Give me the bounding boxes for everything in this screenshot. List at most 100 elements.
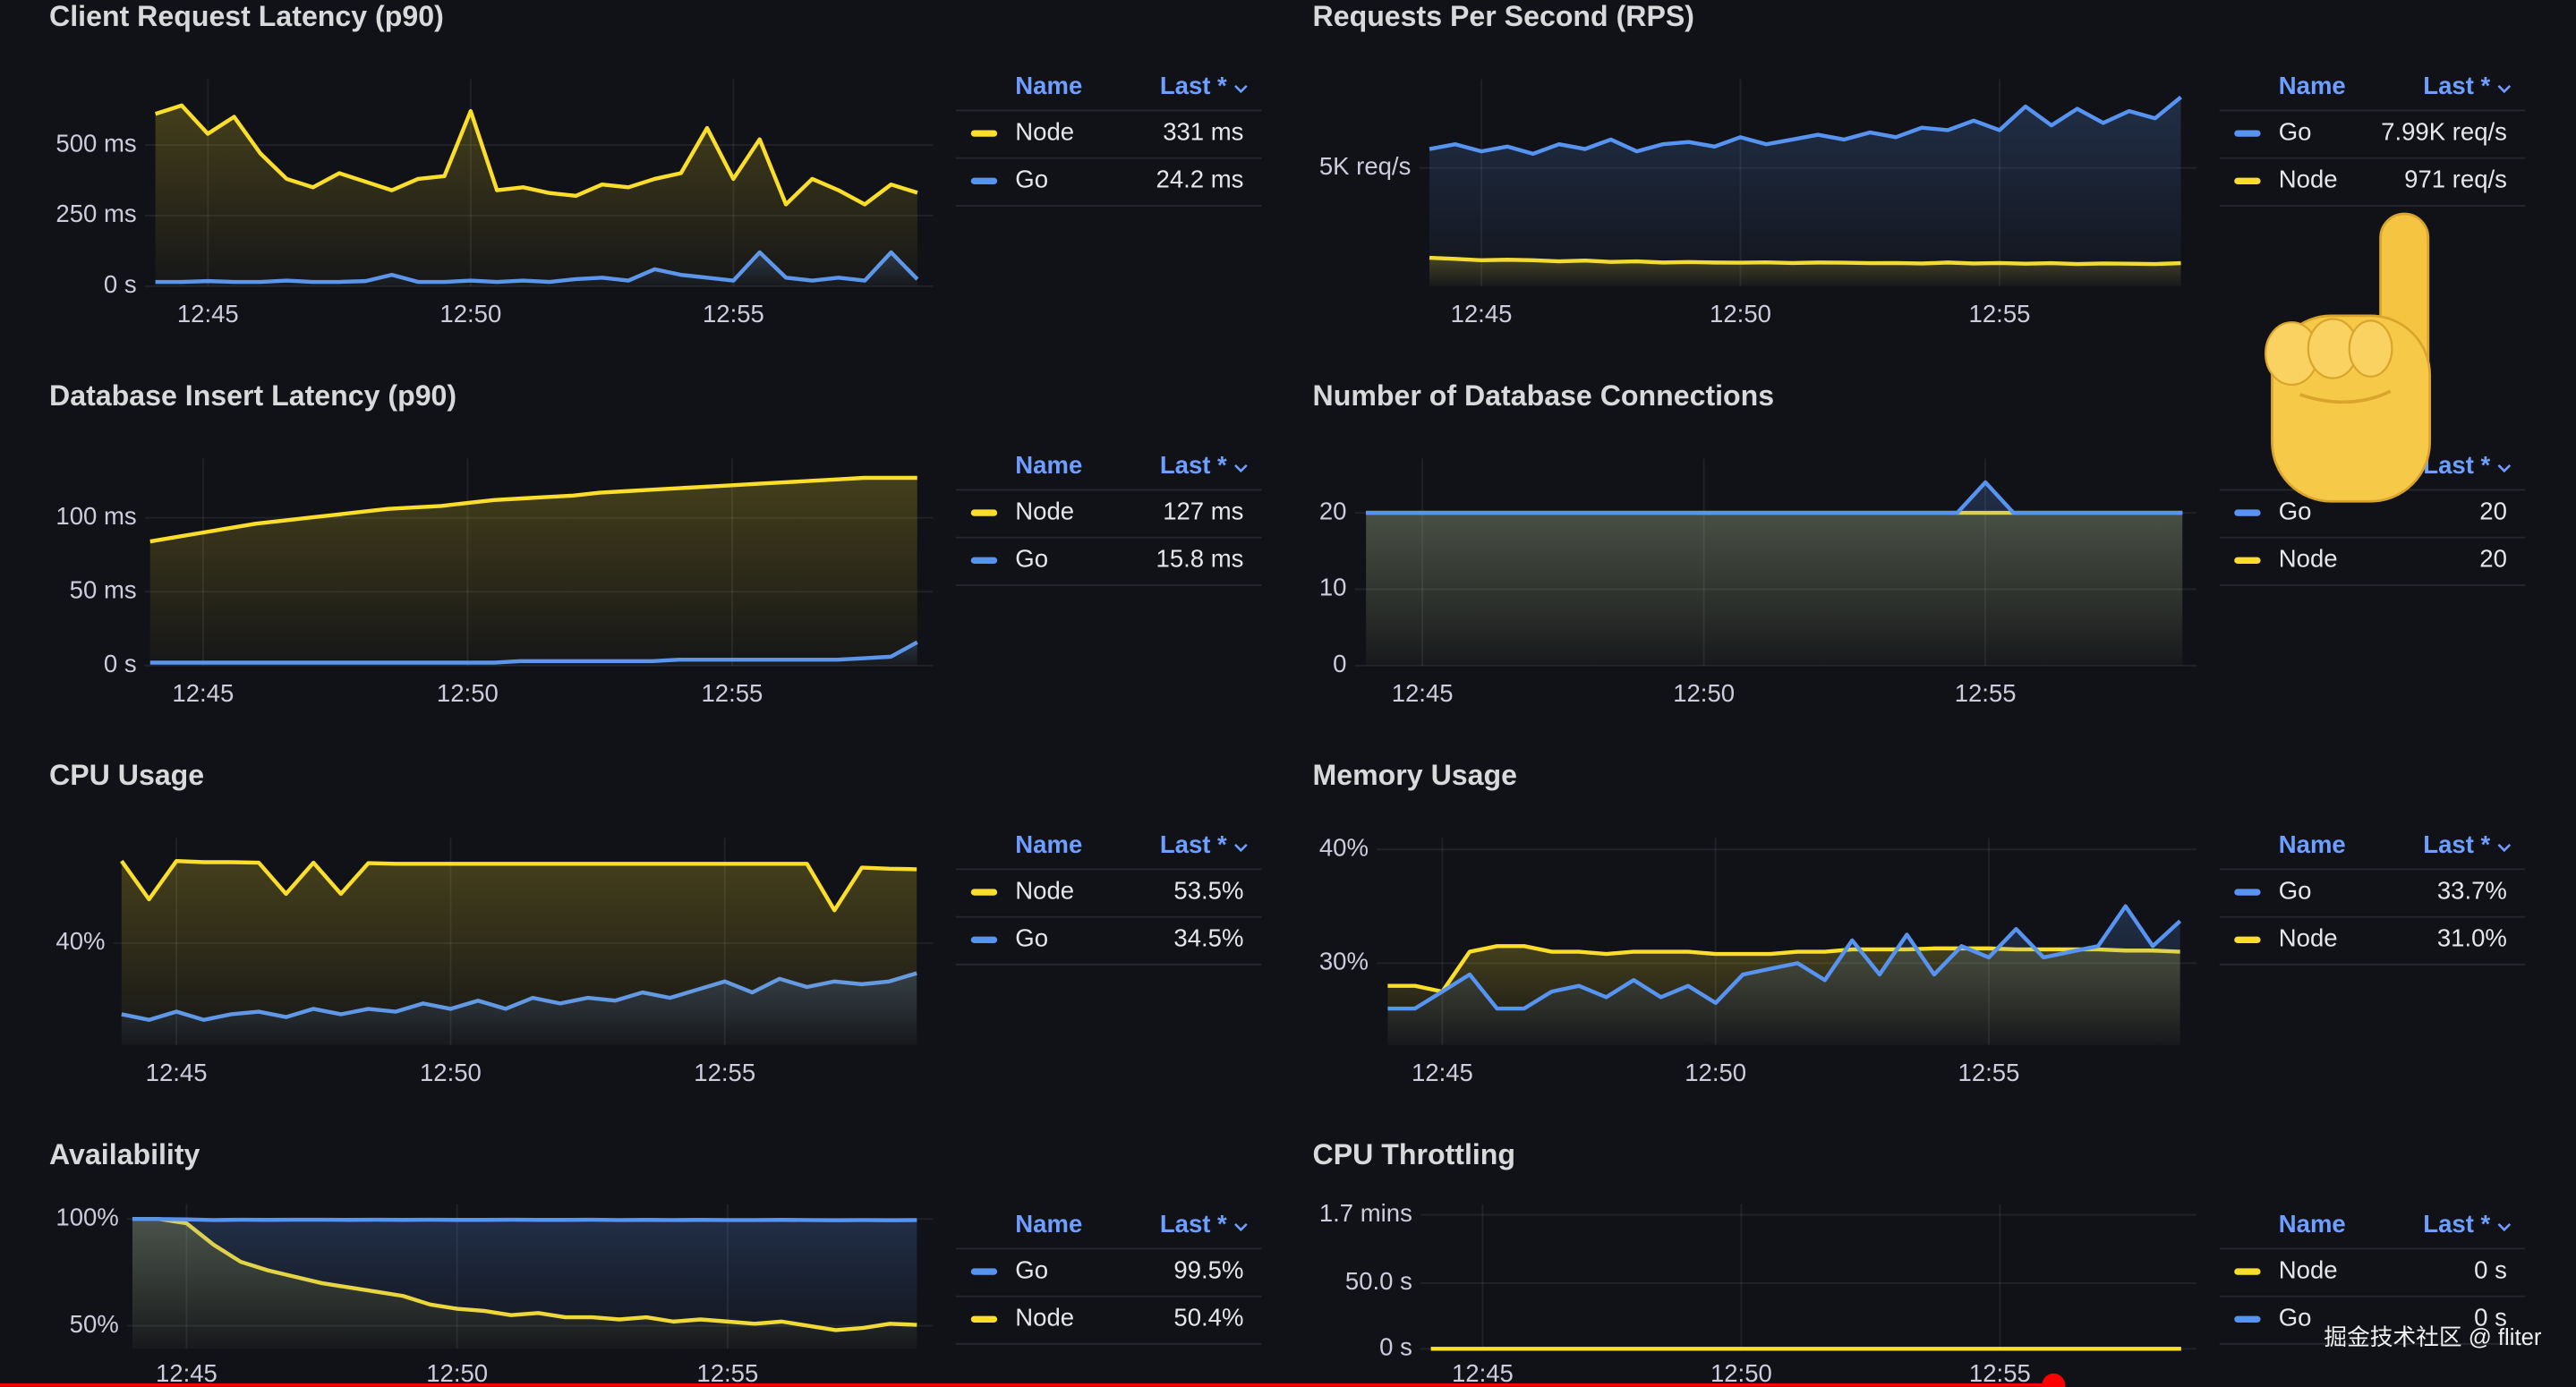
series-line [149, 475, 917, 544]
x-tick-label: 12:55 [1958, 1059, 2020, 1086]
y-tick-label: 250 ms [55, 200, 136, 227]
legend: Name Last * Go 99.5% Node 50.4% [956, 1210, 1262, 1345]
y-tick-label: 40% [55, 927, 105, 955]
legend-header: Last * [1160, 830, 1227, 858]
series-line [1366, 480, 2183, 515]
series-line [120, 859, 917, 913]
y-tick-label: 20 [1319, 497, 1347, 524]
series-line [1429, 95, 2182, 157]
sort-chevron [1234, 84, 1248, 94]
y-tick-label: 0 s [104, 270, 137, 298]
legend-header: Last * [2423, 72, 2490, 99]
legend-value: 0 s [2474, 1304, 2507, 1332]
legend-value: 20 [2479, 545, 2507, 573]
legend-name: Go [2279, 1304, 2312, 1332]
y-tick-label: 0 s [1379, 1333, 1412, 1361]
knuckle [2348, 319, 2393, 378]
x-tick-label: 12:45 [172, 679, 234, 707]
legend-swatch [970, 557, 998, 564]
y-tick-label: 100 ms [55, 502, 136, 530]
legend-header: Last * [2423, 830, 2490, 858]
x-tick-label: 12:50 [426, 1359, 488, 1387]
legend-value: 33.7% [2437, 876, 2507, 904]
panel: CPU Throttling 0 s 50.0 s 1.7 mins 12:45 12:5… [1313, 1138, 2526, 1387]
legend-value: 53.5% [1173, 876, 1243, 904]
legend-name: Go [1015, 545, 1048, 573]
legend: Name Last * Go 33.7% Node 31.0% [2219, 830, 2526, 966]
legend-value: 34.5% [1173, 924, 1243, 952]
x-tick-label: 12:50 [1685, 1059, 1746, 1086]
legend-value: 31.0% [2437, 924, 2507, 952]
legend-header: Name [2279, 72, 2346, 99]
legend-swatch [970, 509, 998, 516]
legend-swatch [970, 130, 998, 137]
legend-header: Name [1015, 830, 1082, 858]
legend-header: Name [2279, 1210, 2346, 1238]
y-tick-label: 50.0 s [1345, 1267, 1412, 1295]
x-tick-label: 12:55 [701, 679, 763, 707]
legend: Name Last * Node 127 ms Go 15.8 ms [956, 451, 1262, 586]
panel-title: Availability [49, 1138, 200, 1170]
series-area [132, 1219, 917, 1349]
legend-swatch [970, 177, 998, 185]
legend-name: Node [1015, 117, 1074, 145]
legend-value: 99.5% [1173, 1255, 1243, 1283]
legend-header: Name [1015, 451, 1082, 479]
panel: CPU Usage 40% 12:45 12:50 12:55 Name Last * Nod… [49, 759, 1262, 1086]
legend: Name Last * Node 0 s Go 0 s [2219, 1210, 2526, 1345]
hand-sticker [2264, 212, 2432, 503]
legend-header: Last * [1160, 72, 1227, 99]
x-tick-label: 12:45 [177, 300, 239, 328]
legend: Name Last * Node 331 ms Go 24.2 ms [956, 72, 1262, 207]
panel-title: CPU Usage [49, 759, 204, 791]
panel-title: Requests Per Second (RPS) [1313, 0, 1694, 32]
legend-header: Last * [2423, 1210, 2490, 1238]
legend-value: 20 [2479, 497, 2507, 524]
y-tick-label: 50 ms [70, 575, 137, 603]
legend-swatch [970, 936, 998, 943]
legend-value: 50.4% [1173, 1304, 1243, 1332]
panel-title: Client Request Latency (p90) [49, 0, 444, 32]
legend-swatch [2234, 509, 2261, 516]
series-line [1387, 944, 2180, 994]
watermark: 掘金技术社区 @ fliter [2324, 1324, 2541, 1350]
legend-swatch [2234, 889, 2261, 896]
panels: Client Request Latency (p90) 0 s 250 ms 500… [49, 0, 2526, 1387]
legend-swatch [2234, 177, 2261, 185]
series-line [132, 1217, 917, 1222]
legend-swatch [2234, 1268, 2261, 1275]
legend-header: Last * [1160, 451, 1227, 479]
x-tick-label: 12:55 [1955, 679, 2017, 707]
x-tick-label: 12:55 [1969, 300, 2031, 328]
panel: Database Insert Latency (p90) 0 s 50 ms 100… [49, 379, 1262, 707]
legend-name: Node [2279, 545, 2338, 573]
legend-swatch [2234, 130, 2261, 137]
legend-value: 127 ms [1163, 497, 1243, 524]
sort-chevron [1234, 843, 1248, 853]
legend-name: Node [2279, 166, 2338, 193]
legend-swatch [970, 889, 998, 896]
y-tick-label: 10 [1319, 574, 1347, 601]
legend-name: Go [2279, 497, 2312, 524]
x-tick-label: 12:50 [420, 1059, 482, 1086]
y-tick-label: 0 [1333, 650, 1346, 677]
legend-value: 15.8 ms [1156, 545, 1244, 573]
legend-value: 7.99K req/s [2381, 117, 2507, 145]
y-tick-label: 1.7 mins [1319, 1199, 1412, 1227]
x-tick-label: 12:50 [1710, 1359, 1772, 1387]
legend-name: Go [2279, 876, 2312, 904]
series-area [155, 105, 917, 286]
y-tick-label: 50% [70, 1310, 119, 1338]
legend-name: Node [1015, 1304, 1074, 1332]
x-tick-label: 12:50 [1673, 679, 1735, 707]
series-area [149, 478, 917, 666]
sort-chevron [1234, 464, 1248, 473]
y-tick-label: 30% [1319, 948, 1369, 975]
y-tick-label: 500 ms [55, 129, 136, 157]
legend-header: Last * [2423, 451, 2490, 479]
legend-swatch [2234, 936, 2261, 943]
legend-header: Name [2279, 830, 2346, 858]
legend-name: Node [2279, 1255, 2338, 1283]
